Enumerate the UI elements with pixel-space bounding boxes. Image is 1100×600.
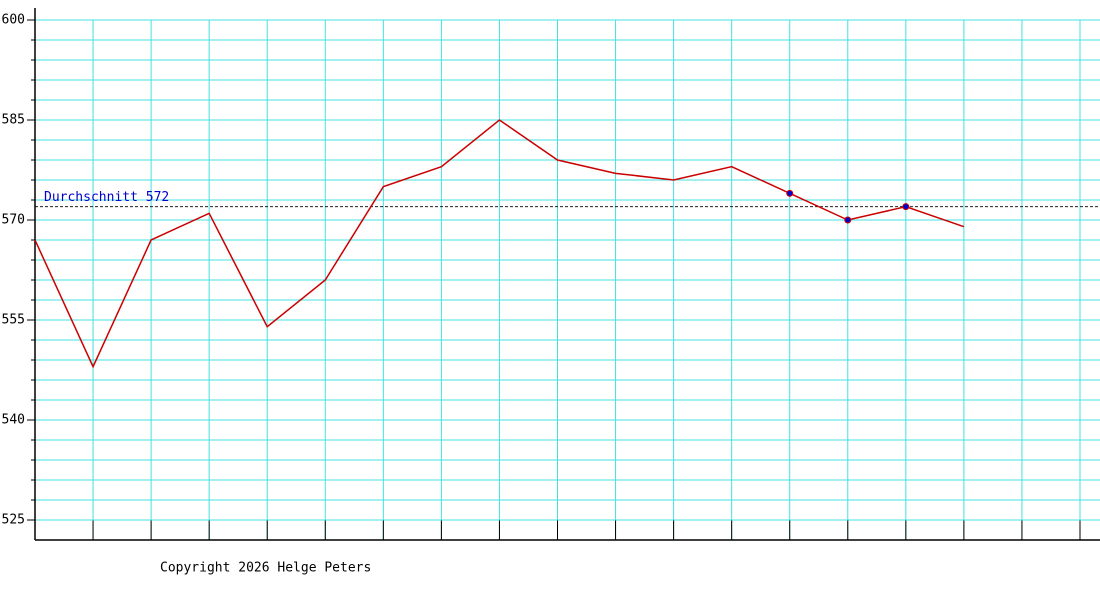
- data-line: [34, 119, 965, 369]
- y-tick-label: 555: [2, 313, 25, 328]
- highlight-point: [786, 189, 794, 197]
- average-label: Durchschnitt 572: [44, 190, 169, 205]
- y-tick-label: 540: [2, 413, 25, 428]
- y-tick-label: 570: [2, 213, 25, 228]
- highlight-point: [902, 203, 910, 211]
- y-tick-label: 585: [2, 113, 25, 128]
- highlight-point: [844, 216, 852, 224]
- y-tick-label: 525: [2, 513, 25, 528]
- y-tick-label: 600: [2, 13, 25, 28]
- copyright: Copyright 2026 Helge Peters: [160, 561, 371, 576]
